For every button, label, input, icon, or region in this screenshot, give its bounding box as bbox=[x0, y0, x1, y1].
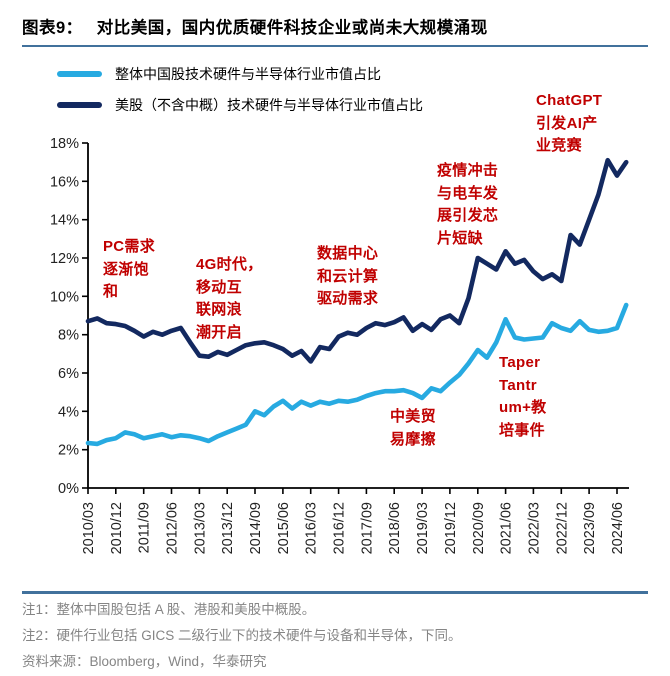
y-axis-tick-label: 10% bbox=[50, 289, 79, 305]
footer-divider bbox=[22, 591, 648, 594]
legend-item-us: 美股（不含中概）技术硬件与半导体行业市值占比 bbox=[57, 95, 423, 115]
y-axis-tick-label: 6% bbox=[58, 366, 79, 382]
legend-swatch-china-icon bbox=[57, 71, 102, 77]
x-axis-tick-label: 2018/06 bbox=[387, 502, 403, 554]
legend-swatch-us-icon bbox=[57, 102, 102, 108]
x-axis-tick-label: 2016/03 bbox=[304, 502, 320, 554]
x-axis-tick-label: 2023/09 bbox=[582, 502, 598, 554]
y-axis-tick-label: 8% bbox=[58, 328, 79, 344]
y-axis-tick-label: 2% bbox=[58, 443, 79, 459]
x-axis-tick-label: 2015/06 bbox=[276, 502, 292, 554]
y-axis-tick-label: 4% bbox=[58, 404, 79, 420]
x-axis-tick-label: 2020/09 bbox=[471, 502, 487, 554]
series-line-china bbox=[85, 302, 629, 447]
y-axis-tick-label: 14% bbox=[50, 213, 79, 229]
x-axis-tick-label: 2014/09 bbox=[248, 502, 264, 554]
x-axis-tick-label: 2010/03 bbox=[81, 502, 97, 554]
footnote-2: 注2：硬件行业包括 GICS 二级行业下的技术硬件与设备和半导体，下同。 bbox=[22, 628, 462, 643]
figure-number: 图表9： bbox=[22, 19, 83, 37]
figure-title: 图表9： 对比美国，国内优质硬件科技企业或尚未大规模涌现 bbox=[22, 14, 488, 38]
x-axis-tick-label: 2016/12 bbox=[332, 502, 348, 554]
x-axis-tick-label: 2013/12 bbox=[220, 502, 236, 554]
x-axis-tick-label: 2013/03 bbox=[192, 502, 208, 554]
y-axis-tick-label: 12% bbox=[50, 251, 79, 267]
x-axis-tick-label: 2019/12 bbox=[443, 502, 459, 554]
chart-legend: 整体中国股技术硬件与半导体行业市值占比 美股（不含中概）技术硬件与半导体行业市值… bbox=[57, 64, 423, 126]
figure-title-text: 对比美国，国内优质硬件科技企业或尚未大规模涌现 bbox=[96, 19, 488, 37]
x-axis-tick-label: 2017/09 bbox=[359, 502, 375, 554]
x-axis-tick-label: 2024/06 bbox=[610, 502, 626, 554]
footnotes: 注1：整体中国股包括 A 股、港股和美股中概股。 注2：硬件行业包括 GICS … bbox=[22, 597, 462, 675]
x-axis-tick-label: 2022/12 bbox=[554, 502, 570, 554]
y-axis-tick-label: 16% bbox=[50, 174, 79, 190]
x-axis-tick-label: 2021/06 bbox=[499, 502, 515, 554]
series-line-us bbox=[85, 157, 629, 364]
title-divider bbox=[22, 45, 648, 47]
legend-label-china: 整体中国股技术硬件与半导体行业市值占比 bbox=[115, 66, 381, 82]
source-line: 资料来源：Bloomberg，Wind，华泰研究 bbox=[22, 654, 267, 669]
legend-item-china: 整体中国股技术硬件与半导体行业市值占比 bbox=[57, 64, 423, 84]
x-axis-tick-label: 2022/03 bbox=[526, 502, 542, 554]
x-axis-tick-label: 2019/03 bbox=[415, 502, 431, 554]
x-axis-tick-label: 2010/12 bbox=[109, 502, 125, 554]
x-axis-tick-label: 2011/09 bbox=[137, 502, 153, 553]
x-axis-tick-label: 2012/06 bbox=[165, 502, 181, 554]
footnote-1: 注1：整体中国股包括 A 股、港股和美股中概股。 bbox=[22, 602, 316, 617]
y-axis-tick-label: 0% bbox=[58, 481, 79, 497]
y-axis-tick-label: 18% bbox=[50, 136, 79, 152]
chart-axes bbox=[87, 143, 629, 489]
legend-label-us: 美股（不含中概）技术硬件与半导体行业市值占比 bbox=[115, 97, 423, 113]
